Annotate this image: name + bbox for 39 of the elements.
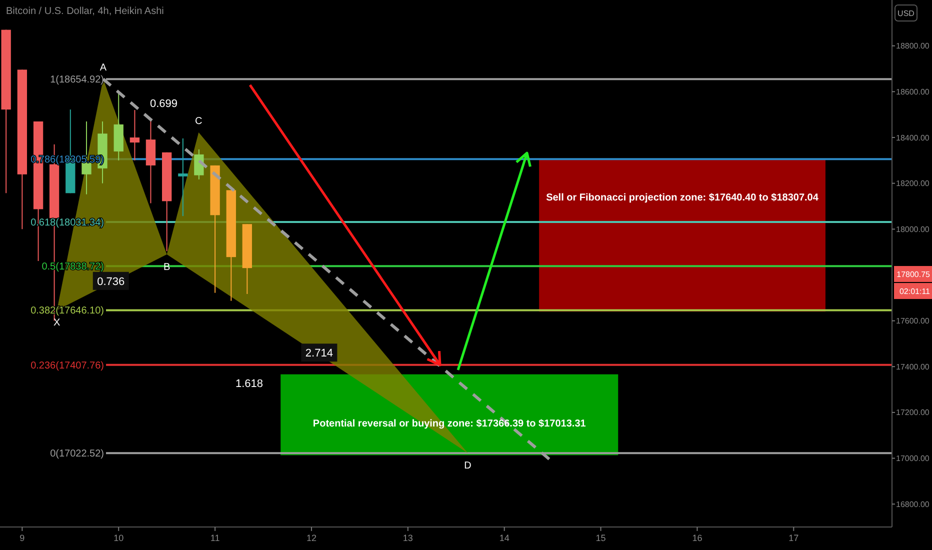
text: 17800.75	[896, 270, 931, 279]
annotation: A	[100, 62, 107, 74]
x-tick-label: 11	[210, 533, 220, 543]
annotation: 2.714	[305, 347, 333, 360]
band-label: Potential reversal or buying zone: $17366.39 to $17013.31	[312, 418, 586, 430]
annotation: D	[464, 460, 472, 472]
text: USD	[898, 8, 915, 18]
y-tick-label: 18200.00	[896, 179, 930, 188]
x-tick-label: 15	[596, 533, 606, 543]
annotation: X	[54, 318, 61, 329]
y-tick-label: 18600.00	[896, 87, 930, 96]
text: Bitcoin / U.S. Dollar, 4h, Heikin Ashi	[6, 6, 164, 17]
text: 02:01:11	[899, 286, 931, 296]
y-tick-label: 18800.00	[896, 42, 930, 51]
y-tick-label: 17400.00	[896, 362, 930, 372]
annotation: C	[195, 116, 202, 127]
x-tick-label: 10	[114, 533, 124, 543]
x-tick-label: 12	[306, 533, 316, 543]
band-label: Sell or Fibonacci projection zone: $17640.40 to $18307.04	[546, 192, 819, 204]
annotation: 0.736	[97, 276, 125, 288]
ref-line-label: 0.236(17407.76)	[30, 360, 104, 372]
ref-line-label: 1(18654.92)	[50, 74, 104, 86]
x-tick-label: 14	[499, 533, 510, 543]
ref-line-label: 0(17022.52)	[50, 448, 104, 460]
y-tick-label: 17600.00	[896, 316, 930, 326]
y-tick-label: 17000.00	[896, 454, 930, 464]
y-tick-label: 17200.00	[896, 408, 930, 418]
candlestick	[178, 138, 188, 217]
y-tick-label: 16800.00	[896, 500, 930, 509]
x-tick-label: 16	[692, 533, 702, 543]
candlestick	[130, 109, 140, 161]
y-tick-label: 18000.00	[896, 224, 930, 234]
x-tick-label: 13	[402, 533, 413, 543]
x-tick-label: 9	[20, 533, 25, 543]
annotation: 0.699	[150, 98, 178, 110]
annotation: 1.618	[235, 378, 263, 390]
x-tick-label: 17	[788, 533, 799, 543]
y-tick-label: 18400.00	[896, 133, 930, 142]
candlestick	[194, 148, 204, 180]
